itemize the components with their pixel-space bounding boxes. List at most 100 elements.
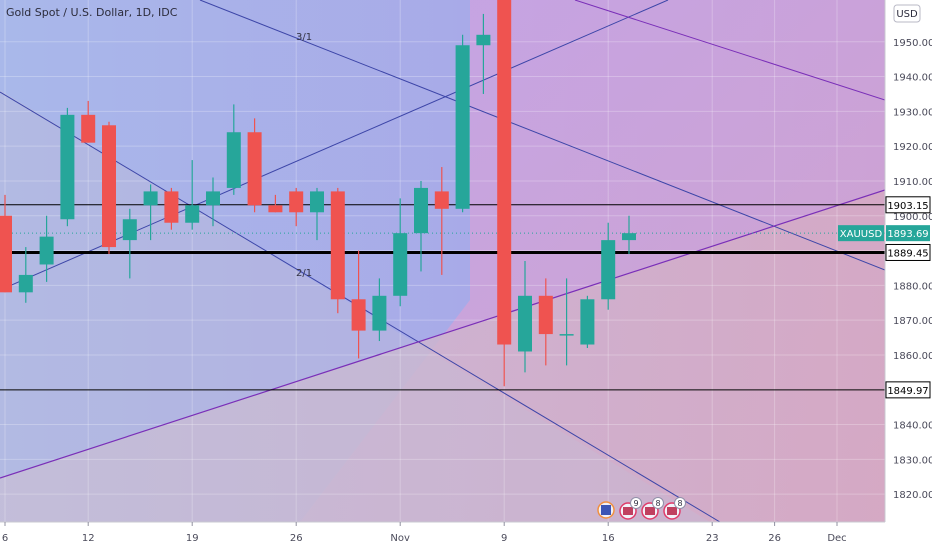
candle-body: [497, 0, 512, 345]
annotations: 3/1 2/1: [296, 32, 312, 279]
us-flag-icon: [601, 505, 611, 515]
time-tick-label: 16: [602, 533, 615, 544]
candle-down: [330, 187, 345, 314]
price-tick-label: 1830.00: [893, 455, 932, 466]
candle-up: [580, 295, 595, 348]
candle-body: [351, 299, 366, 331]
candle-up: [559, 278, 574, 366]
candle-down: [247, 118, 262, 213]
fan-line-top: [574, 0, 885, 101]
candle-body: [393, 233, 408, 296]
candle-up: [226, 104, 241, 195]
candle-down: [289, 187, 304, 227]
candle-body: [476, 34, 491, 46]
candle-up: [455, 34, 470, 213]
candle-down: [268, 194, 283, 213]
candle-body: [289, 191, 304, 213]
candle-down: [164, 187, 179, 230]
time-tick-label: 26: [768, 533, 781, 544]
candle-body: [102, 125, 116, 248]
candle-body: [226, 132, 241, 188]
price-tick-label: 1940.00: [893, 73, 932, 84]
candles: [0, 0, 636, 387]
candle-body: [601, 240, 616, 300]
candle-down: [351, 250, 366, 359]
symbol-tag: XAUUSD: [838, 225, 884, 242]
time-tick-label: 9: [501, 533, 507, 544]
candle-up: [143, 184, 158, 241]
currency-button[interactable]: USD: [893, 4, 921, 23]
candle-body: [455, 45, 470, 209]
candle-down: [538, 278, 553, 366]
fan-ratio-label: 2/1: [296, 268, 312, 279]
candle-body: [122, 219, 137, 241]
candle-down: [81, 100, 96, 143]
last-price-tag-text: 1893.69: [887, 229, 928, 240]
candle-up: [60, 107, 75, 227]
time-tick-label: 23: [706, 533, 719, 544]
candle-body: [372, 295, 387, 331]
candle-body: [0, 215, 12, 293]
level-label-text: 1889.45: [887, 248, 928, 259]
event-badge: 8: [641, 497, 664, 520]
trend-line-3-1: [199, 0, 885, 271]
candle-body: [247, 132, 262, 206]
candle-up: [310, 187, 324, 241]
candle-body: [538, 295, 553, 335]
price-tick-label: 1840.00: [893, 421, 932, 432]
candle-body: [60, 114, 75, 220]
us-flag-icon: [645, 507, 655, 515]
candle-up: [206, 177, 220, 227]
price-tick-label: 1910.00: [893, 177, 932, 188]
time-tick-label: Dec: [827, 533, 846, 544]
candle-up: [372, 278, 387, 342]
candle-down: [434, 167, 449, 275]
time-axis[interactable]: 6 12 19 26 Nov 9 16 23 26 Dec: [2, 522, 847, 544]
time-tick-label: Nov: [390, 533, 410, 544]
price-tick-label: 1860.00: [893, 351, 932, 362]
candle-body: [434, 191, 449, 209]
candle-down: [497, 0, 512, 387]
price-tick-label: 1820.00: [893, 490, 932, 501]
event-count-bubble: [674, 497, 686, 509]
time-tick-label: 19: [186, 533, 199, 544]
level-label-text: 1849.97: [887, 386, 928, 397]
candle-body: [580, 299, 595, 345]
candle-up: [622, 215, 636, 255]
event-count-text: 8: [655, 499, 660, 508]
time-tick-label: 6: [2, 533, 8, 544]
candle-down: [102, 121, 116, 255]
price-tick-label: 1870.00: [893, 316, 932, 327]
candle-body: [206, 191, 220, 206]
event-badge: 8: [663, 497, 686, 520]
gann-fan-fill: [0, 0, 885, 522]
price-axis-bg: [885, 0, 932, 522]
last-price-tag: 1893.69: [886, 225, 930, 242]
candle-body: [81, 114, 96, 143]
us-flag-icon: [667, 507, 677, 515]
candle-body: [622, 233, 636, 241]
candle-body: [518, 295, 532, 352]
candle-body: [330, 191, 345, 300]
fan-ratio-label: 3/1: [296, 32, 312, 43]
level-label-box: [885, 243, 931, 261]
time-tick-label: 12: [82, 533, 95, 544]
time-tick-label: 26: [290, 533, 303, 544]
candle-body: [559, 334, 574, 336]
price-axis[interactable]: 1820.00 1830.00 1840.00 1860.00 1870.00 1880.…: [893, 38, 932, 501]
level-label: 1889.45: [885, 243, 931, 261]
candle-body: [143, 191, 158, 206]
candle-up: [518, 261, 532, 373]
price-tick-label: 1900.00: [893, 212, 932, 223]
symbol-tag-text: XAUUSD: [840, 229, 883, 240]
event-badge: 9: [619, 497, 642, 520]
candle-up: [39, 215, 54, 282]
level-label: 1849.97: [885, 381, 931, 399]
currency-label: USD: [896, 9, 918, 20]
price-tick-label: 1920.00: [893, 142, 932, 153]
event-count-bubble: [630, 497, 642, 509]
candle-body: [39, 236, 54, 265]
candle-body: [18, 274, 33, 293]
